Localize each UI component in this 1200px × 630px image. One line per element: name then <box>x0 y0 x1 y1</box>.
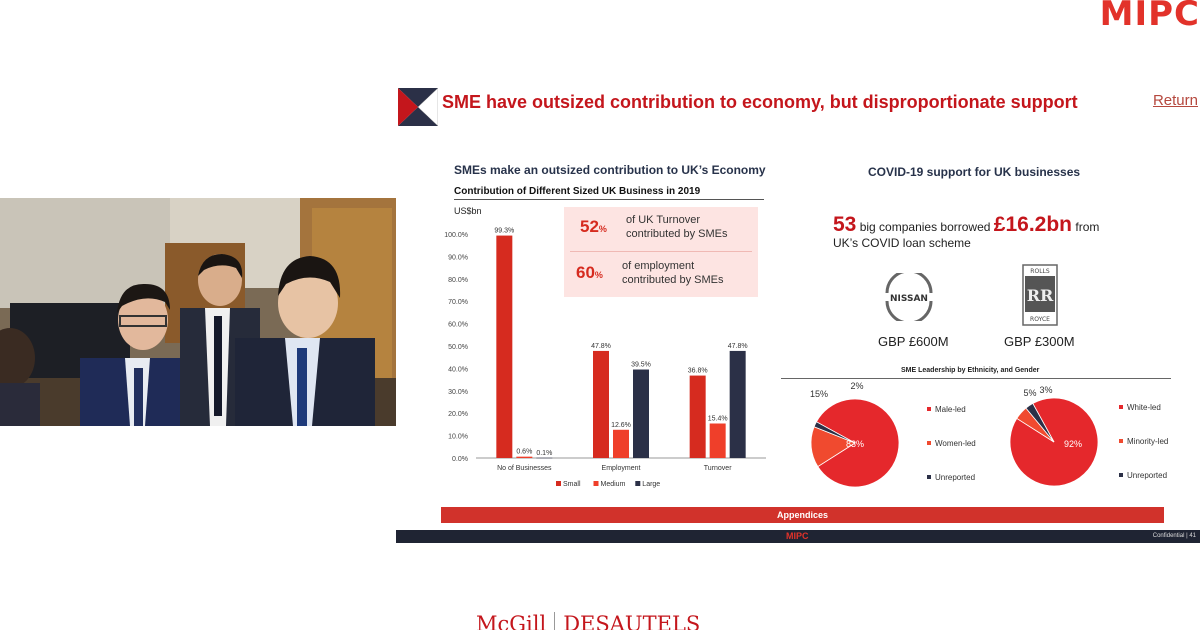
bar-data-label: 36.8% <box>688 368 708 375</box>
legend-swatch-small <box>556 481 561 486</box>
pie-legend-label: Male-led <box>935 405 966 414</box>
svg-text:RR: RR <box>1027 286 1054 305</box>
bar-data-label: 39.5% <box>631 362 651 369</box>
pie-data-label: 92% <box>1064 439 1082 449</box>
svg-text:ROYCE: ROYCE <box>1030 316 1050 323</box>
pie-legend-swatch <box>1119 473 1123 477</box>
turnover-percentage: 52% <box>580 217 607 236</box>
bar-small <box>593 350 609 458</box>
svg-text:ROLLS: ROLLS <box>1030 268 1050 275</box>
appendices-button[interactable]: Appendices <box>441 507 1164 523</box>
legend-label: Medium <box>601 481 626 488</box>
pie-slice-male-led <box>815 398 900 488</box>
pie-charts: 83% 15% 2% Male-led Women-led Unreported 92% 5%… <box>810 381 1168 488</box>
y-tick-label: 0.0% <box>452 456 468 463</box>
pie-data-label: 5% <box>1023 388 1036 398</box>
covid-loan-stat-line2: UK’s COVID loan scheme <box>833 236 971 250</box>
bar-chart: 0.0% 10.0% 20.0% 30.0% 40.0% 50.0% 60.0% 70.0% 8… <box>444 228 766 488</box>
y-tick-label: 90.0% <box>448 254 468 261</box>
bar-data-label: 47.8% <box>591 343 611 350</box>
bar-small <box>496 235 513 458</box>
nissan-logo-text: NISSAN <box>890 294 928 304</box>
right-section-title: COVID-19 support for UK businesses <box>868 165 1081 179</box>
video-participant-tile[interactable] <box>0 198 398 426</box>
pie-legend-swatch <box>927 441 931 445</box>
pie-data-label: 15% <box>810 389 828 399</box>
y-tick-label: 40.0% <box>448 366 468 373</box>
employment-percentage: 60% <box>576 263 603 282</box>
covid-loan-stat: 53 big companies borrowed £16.2bn from <box>833 213 1100 236</box>
pie-data-label: 2% <box>850 381 863 391</box>
bar-large <box>729 350 746 458</box>
divider <box>781 378 1171 379</box>
y-tick-label: 20.0% <box>448 411 468 418</box>
legend-label: Large <box>642 481 660 488</box>
pie-data-label: 3% <box>1039 385 1052 395</box>
pie-legend-swatch <box>1119 405 1123 409</box>
footer-confidential: Confidential | 41 <box>1152 533 1196 539</box>
slide-title: SME have outsized contribution to econom… <box>442 92 1078 112</box>
mcgill-logo-text: McGill <box>476 612 547 630</box>
y-tick-label: 80.0% <box>448 277 468 284</box>
x-tick-label: Employment <box>602 465 641 472</box>
turnover-text: of UK Turnover contributed by SMEs <box>626 214 728 240</box>
pie-legend-label: Unreported <box>935 473 975 482</box>
x-tick-label: Turnover <box>704 465 732 472</box>
bar-data-label: 0.6% <box>516 449 532 456</box>
rolls-royce-logo-icon: ROLLS RR ROYCE <box>1022 264 1058 326</box>
nissan-loan-amount: GBP £600M <box>878 334 949 349</box>
presentation-slide: SME have outsized contribution to econom… <box>396 70 1200 544</box>
slide-logo-icon <box>398 88 438 126</box>
divider <box>454 199 764 200</box>
bar-data-label: 15.4% <box>708 416 728 423</box>
bar-data-label: 0.1% <box>536 450 552 457</box>
y-tick-label: 100.0% <box>444 232 468 239</box>
rolls-royce-loan-amount: GBP £300M <box>1004 334 1075 349</box>
bar-data-label: 47.8% <box>728 343 748 350</box>
legend-swatch-medium <box>593 481 599 486</box>
bar-large <box>536 457 553 459</box>
sme-callout-box: 52% of UK Turnover contributed by SMEs 60… <box>564 207 758 297</box>
video-feed-image <box>0 198 398 426</box>
footer-brand: MIPC <box>786 531 809 541</box>
y-tick-label: 50.0% <box>448 344 468 351</box>
left-section-title: SMEs make an outsized contribution to UK… <box>454 163 766 177</box>
bar-small <box>689 375 706 458</box>
y-tick-label: 60.0% <box>448 322 468 329</box>
pie-data-label: 83% <box>846 439 864 449</box>
divider <box>554 612 556 630</box>
slide-footer: MIPC Confidential | 41 <box>396 530 1200 543</box>
pie-legend-swatch <box>927 407 931 411</box>
bar-data-label: 12.6% <box>611 422 631 429</box>
bar-medium <box>613 429 629 458</box>
bar-large <box>633 369 649 458</box>
divider <box>570 251 752 252</box>
y-tick-label: 30.0% <box>448 389 468 396</box>
pie-legend-swatch <box>927 475 931 479</box>
bar-medium <box>709 423 726 458</box>
chart-title: Contribution of Different Sized UK Busin… <box>454 186 701 197</box>
y-tick-label: 70.0% <box>448 299 468 306</box>
y-tick-label: 10.0% <box>448 434 468 441</box>
bar-data-label: 99.3% <box>494 228 514 235</box>
y-axis-label: US$bn <box>454 206 482 216</box>
nissan-logo-icon: NISSAN <box>885 273 933 321</box>
pie-legend-label: White-led <box>1127 403 1161 412</box>
pie-slice-unreported <box>1025 402 1055 443</box>
brand-logo-top: MIPC <box>1099 0 1200 34</box>
pie-legend-label: Women-led <box>935 439 976 448</box>
return-link[interactable]: Return <box>1152 92 1198 109</box>
bar-medium <box>516 456 533 458</box>
pie-legend-swatch <box>1119 439 1123 443</box>
legend-label: Small <box>563 481 581 488</box>
pie-legend-label: Minority-led <box>1127 437 1168 446</box>
legend-swatch-large <box>635 481 641 486</box>
employment-text: of employment contributed by SMEs <box>622 260 724 286</box>
desautels-logo-text: DESAUTELS <box>563 612 701 630</box>
pie-slice-unreported <box>813 421 856 444</box>
pie-chart-title: SME Leadership by Ethnicity, and Gender <box>901 367 1040 374</box>
pie-legend-label: Unreported <box>1127 471 1167 480</box>
x-tick-label: No of Businesses <box>497 465 552 472</box>
bottom-brand-logo: McGill DESAUTELS <box>476 612 700 630</box>
